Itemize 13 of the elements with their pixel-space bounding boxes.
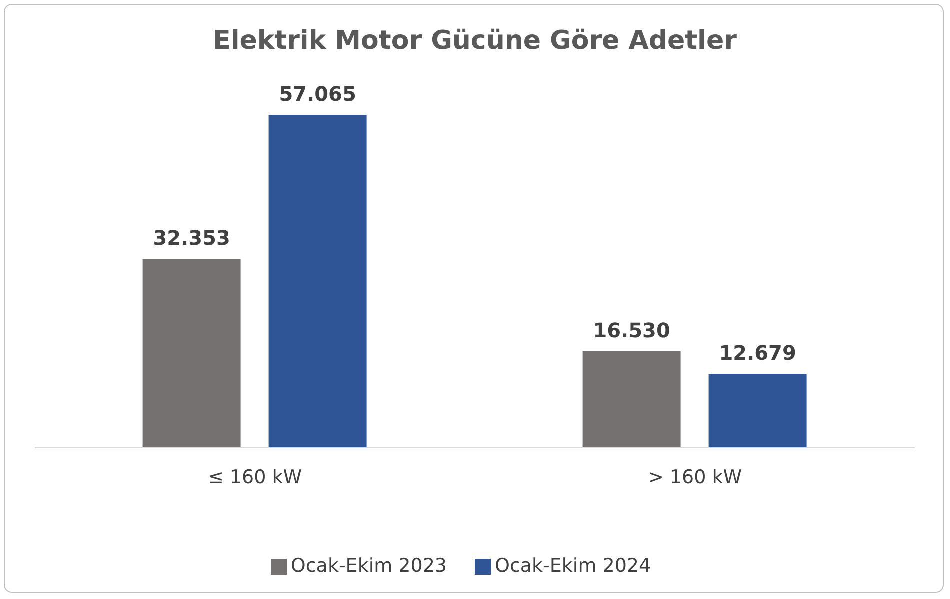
data-label: 57.065 <box>279 82 356 106</box>
chart-title: Elektrik Motor Gücüne Göre Adetler <box>212 26 738 56</box>
x-tick-label: ≤ 160 kW <box>208 466 302 488</box>
x-tick-label: > 160 kW <box>648 466 742 488</box>
data-label: 16.530 <box>593 318 670 343</box>
bar <box>582 352 681 448</box>
data-label: 12.679 <box>719 341 796 366</box>
bar <box>268 114 367 448</box>
legend-label: Ocak-Ekim 2023 <box>290 555 447 577</box>
data-label: 32.353 <box>153 226 230 250</box>
bar <box>142 259 241 448</box>
bar <box>708 374 807 448</box>
legend-label: Ocak-Ekim 2024 <box>495 555 652 577</box>
